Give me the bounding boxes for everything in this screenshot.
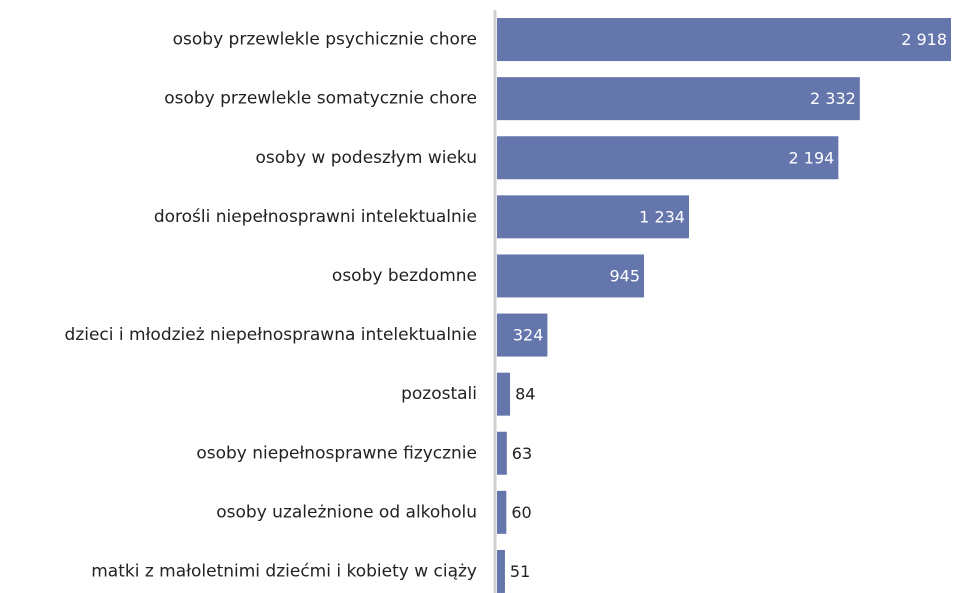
bar xyxy=(497,549,505,593)
bar xyxy=(497,313,548,357)
category-label: osoby w podeszłym wieku xyxy=(256,148,477,168)
bar xyxy=(497,77,860,121)
value-label: 945 xyxy=(609,266,640,285)
bar xyxy=(497,372,511,416)
category-label: dzieci i młodzież niepełnosprawna intele… xyxy=(65,325,477,345)
value-label: 63 xyxy=(512,444,532,463)
value-label: 2 194 xyxy=(789,148,835,167)
bar xyxy=(497,431,507,475)
value-label: 84 xyxy=(515,385,535,404)
bar xyxy=(497,136,839,180)
value-label: 51 xyxy=(510,562,530,581)
bar xyxy=(497,254,645,298)
category-label: osoby bezdomne xyxy=(332,266,477,286)
category-label: osoby przewlekle psychicznie chore xyxy=(173,30,477,50)
bar xyxy=(497,195,689,239)
value-label: 60 xyxy=(511,503,531,522)
category-label: matki z małoletnimi dziećmi i kobiety w … xyxy=(91,561,477,581)
category-label: osoby uzależnione od alkoholu xyxy=(216,502,477,522)
value-label: 1 234 xyxy=(639,207,685,226)
bar xyxy=(497,18,951,62)
value-label: 2 332 xyxy=(810,89,856,108)
category-label: osoby przewlekle somatycznie chore xyxy=(164,89,477,109)
value-label: 2 918 xyxy=(901,30,947,49)
category-label: dorośli niepełnosprawni intelektualnie xyxy=(154,207,477,227)
category-label: osoby niepełnosprawne fizycznie xyxy=(196,443,477,463)
bar xyxy=(497,490,507,534)
category-label: pozostali xyxy=(401,384,477,404)
value-label: 324 xyxy=(513,326,544,345)
